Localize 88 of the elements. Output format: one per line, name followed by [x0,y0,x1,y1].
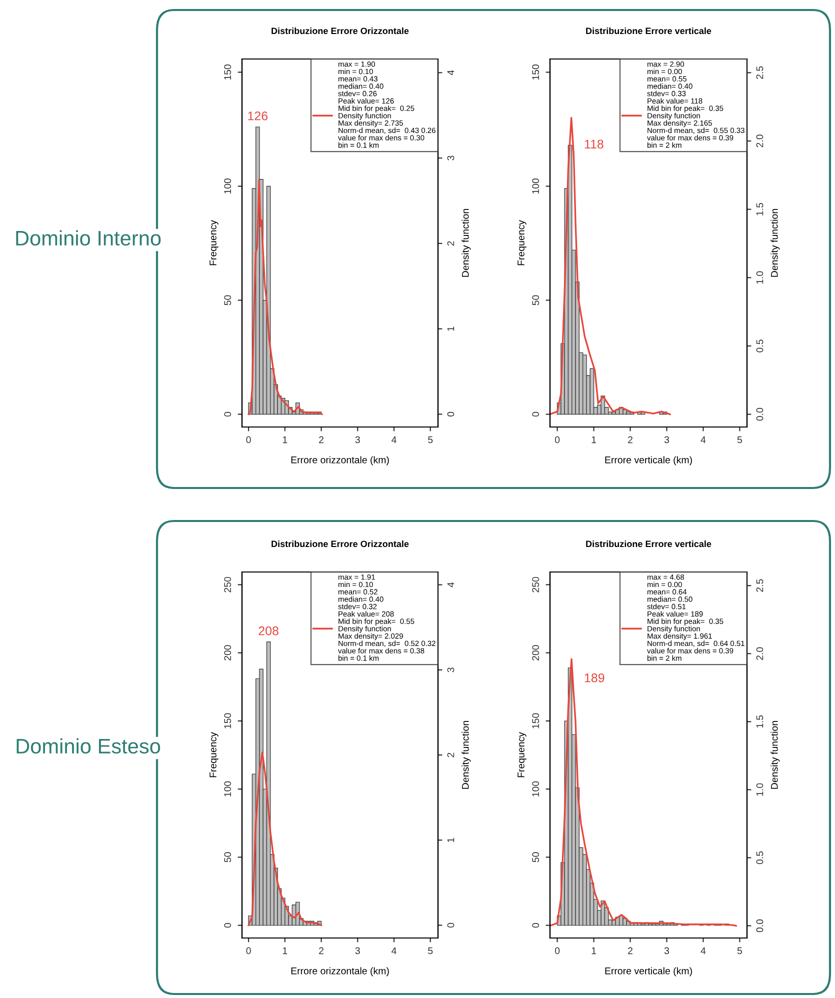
x-axis-title: Errore verticale (km) [605,456,692,466]
x-tick-label: 2 [319,947,324,954]
x-tick-label: 4 [392,436,396,444]
x-axis-title: Errore verticale (km) [605,967,692,976]
y2-tick-label: 0 [447,922,454,928]
y2-tick-label: 2.0 [756,134,764,148]
x-tick-label: 5 [737,436,742,444]
chart-title: Distribuzione Errore Orizzontale [272,540,409,548]
y2-tick-label: 4 [447,582,454,588]
y2-axis-title: Density function [770,209,780,277]
y-axis-title: Frequency [518,732,526,778]
y-tick-label: 0 [532,923,540,928]
chart-title: Distribuzione Errore verticale [586,540,712,548]
y2-axis-title: Density function [770,721,780,789]
x-tick-label: 4 [700,947,706,954]
y-tick-label: 100 [224,781,232,796]
y2-tick-label: 3 [447,668,454,672]
x-tick-label: 3 [355,947,360,954]
y2-axis-title: Density function [462,209,471,277]
y2-tick-label: 2 [447,752,454,758]
annotation: 208 [258,626,278,636]
y-tick-label: 150 [532,713,540,728]
x-tick-label: 1 [592,947,596,954]
y-tick-label: 100 [224,178,232,194]
y-tick-label: 50 [532,852,540,862]
y-tick-label: 50 [224,852,232,862]
y2-tick-label: 0 [447,412,454,417]
x-tick-label: 3 [664,947,670,954]
x-tick-label: 4 [700,436,706,444]
x-tick-label: 1 [282,436,288,444]
x-tick-label: 0 [246,436,251,444]
y-tick-label: 150 [224,64,232,80]
x-tick-label: 2 [628,947,632,954]
y-tick-label: 0 [532,412,540,417]
y2-tick-label: 0.5 [756,851,764,864]
y2-axis-title: Density function [462,721,471,789]
x-tick-label: 1 [282,947,288,954]
x-tick-label: 1 [592,436,596,444]
y-tick-label: 250 [224,576,232,592]
y-tick-label: 50 [224,295,232,306]
y-tick-label: 50 [532,295,540,306]
chart-title: Distribuzione Errore verticale [586,27,712,34]
y2-tick-label: 0.0 [756,919,764,932]
x-tick-label: 0 [246,947,251,954]
y2-tick-label: 3 [447,156,454,160]
x-tick-label: 5 [428,947,433,954]
y-tick-label: 0 [224,923,232,928]
y2-tick-label: 2.0 [756,647,764,660]
annotation: 118 [584,140,604,149]
x-axis-title: Errore orizzontale (km) [291,967,389,976]
y-tick-label: 100 [532,178,540,194]
x-tick-label: 5 [428,436,433,444]
x-tick-label: 0 [554,436,560,444]
y2-tick-label: 0.0 [756,408,764,421]
y2-tick-label: 0.5 [756,340,764,352]
y-axis-title: Frequency [518,220,526,266]
y2-tick-label: 2.5 [756,579,764,592]
y2-tick-label: 1 [447,326,454,331]
text: Dominio Esteso [16,738,160,754]
y-tick-label: 200 [224,645,232,660]
y-tick-label: 150 [532,64,540,80]
text: Dominio Interno [16,230,161,246]
y-tick-label: 250 [532,576,540,592]
annotation: 126 [248,111,268,120]
y2-tick-label: 2 [447,241,454,246]
y-tick-label: 200 [532,645,540,660]
y-tick-label: 100 [532,781,540,796]
x-axis-title: Errore orizzontale (km) [291,456,389,466]
x-tick-label: 2 [628,436,632,444]
y-axis-title: Frequency [210,220,218,266]
y2-tick-label: 1.0 [756,783,764,796]
x-tick-label: 3 [664,436,670,444]
y2-tick-label: 1 [447,838,454,842]
y2-tick-label: 1.5 [756,202,764,216]
x-tick-label: 3 [355,436,360,444]
y-axis-title: Frequency [210,732,218,778]
y2-tick-label: 4 [447,70,454,76]
x-tick-label: 5 [737,947,742,954]
annotation: 189 [584,673,604,682]
y2-tick-label: 1.0 [756,271,764,284]
x-tick-label: 0 [554,947,560,954]
y-tick-label: 0 [224,412,232,417]
y2-tick-label: 1.5 [756,715,764,728]
chart-title: Distribuzione Errore Orizzontale [272,27,409,34]
x-tick-label: 4 [392,947,396,954]
x-tick-label: 2 [319,436,324,444]
y2-tick-label: 2.5 [756,66,764,79]
y-tick-label: 150 [224,713,232,728]
